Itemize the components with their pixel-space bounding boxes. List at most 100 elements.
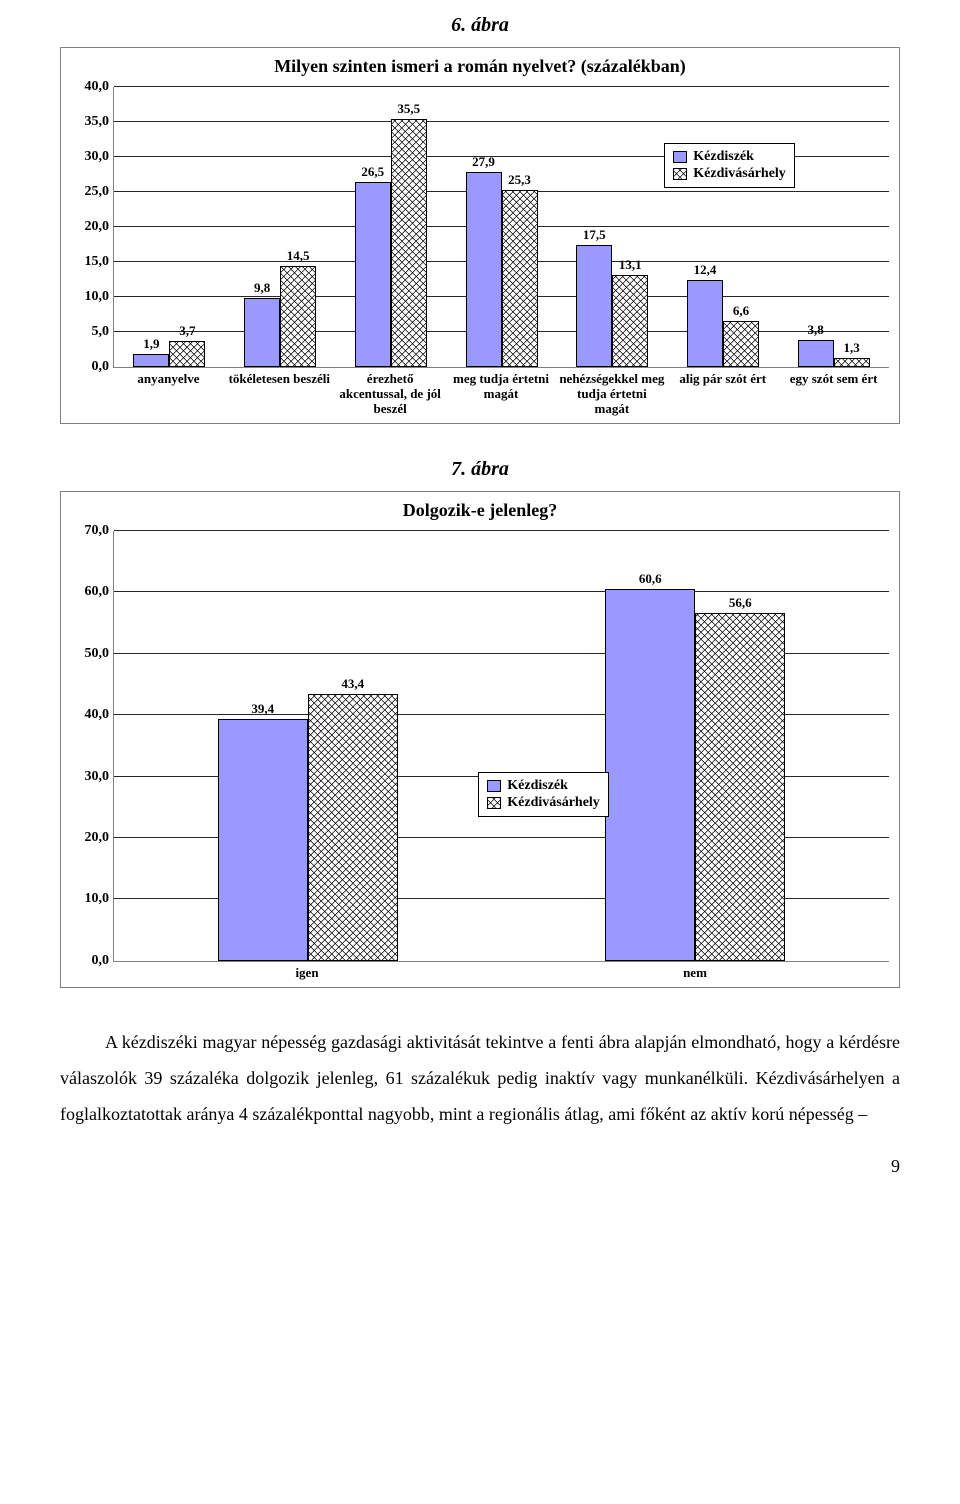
bar-value-label: 6,6 — [733, 303, 749, 319]
figure6-chart: Milyen szinten ismeri a román nyelvet? (… — [60, 47, 900, 424]
bar-group: 27,925,3 — [446, 87, 557, 367]
y-tick-label: 15,0 — [85, 254, 110, 270]
plot-area: 39,4 43,4 60,6 56,6 KézdiszékKézdivásárhely — [113, 531, 889, 962]
bar — [687, 280, 723, 367]
bar-value-label: 3,8 — [808, 322, 824, 338]
figure6-caption: 6. ábra — [60, 14, 900, 37]
page: 6. ábra Milyen szinten ismeri a román ny… — [0, 0, 960, 1217]
bar-group: 60,6 56,6 — [502, 531, 890, 961]
bar-value-label: 9,8 — [254, 280, 270, 296]
bar-value-label: 60,6 — [639, 571, 662, 587]
plot-area: 1,9 3,7 9,8 14,5 26,5 35,5 27,925,3 17,5 13,1 12,… — [113, 87, 889, 368]
bar — [355, 182, 391, 368]
legend-swatch — [487, 797, 501, 809]
x-tick-label: nehézségekkel meg tudja értetni magát — [556, 368, 667, 417]
chart-title: Dolgozik-e jelenleg? — [71, 500, 889, 521]
bar-group: 9,8 14,5 — [225, 87, 336, 367]
legend-row: Kézdivásárhely — [673, 166, 786, 182]
y-tick-label: 25,0 — [85, 184, 110, 200]
bar-wrap: 13,1 — [612, 87, 648, 367]
bar-value-label: 17,5 — [583, 227, 606, 243]
legend-row: Kézdiszék — [673, 149, 786, 165]
y-tick-label: 30,0 — [85, 769, 110, 785]
bar-value-label: 13,1 — [619, 257, 642, 273]
legend-label: Kézdivásárhely — [507, 795, 600, 811]
bar-wrap: 12,4 — [687, 87, 723, 367]
page-number: 9 — [60, 1156, 900, 1177]
bar-value-label: 1,3 — [844, 340, 860, 356]
y-axis: 0,05,010,015,020,025,030,035,040,0 — [71, 87, 113, 367]
bar-wrap: 3,7 — [169, 87, 205, 367]
legend-label: Kézdiszék — [693, 149, 754, 165]
bar-value-label: 1,9 — [143, 336, 159, 352]
bar-value-label: 39,4 — [251, 701, 274, 717]
bar-groups: 39,4 43,4 60,6 56,6 — [114, 531, 889, 961]
bar-wrap: 26,5 — [355, 87, 391, 367]
x-tick-label: egy szót sem ért — [778, 368, 889, 417]
bar — [169, 341, 205, 367]
bar-value-label: 43,4 — [341, 676, 364, 692]
bar-group: 12,4 6,6 — [668, 87, 779, 367]
y-tick-label: 20,0 — [85, 219, 110, 235]
bar-wrap: 3,8 — [798, 87, 834, 367]
bar-value-label: 3,7 — [179, 323, 195, 339]
bar — [612, 275, 648, 367]
plot-row: 0,05,010,015,020,025,030,035,040,01,93,7… — [71, 87, 889, 368]
y-tick-label: 5,0 — [92, 324, 110, 340]
y-tick-label: 0,0 — [92, 359, 110, 375]
legend-row: Kézdiszék — [487, 778, 600, 794]
bar-groups: 1,9 3,7 9,8 14,5 26,5 35,5 27,925,3 17,5 13,1 12,… — [114, 87, 889, 367]
bar-wrap: 27,9 — [466, 87, 502, 367]
x-tick-label: nem — [501, 962, 889, 981]
y-tick-label: 20,0 — [85, 830, 110, 846]
y-tick-label: 30,0 — [85, 149, 110, 165]
bar-wrap: 56,6 — [695, 531, 785, 961]
bar — [834, 358, 870, 367]
bar — [244, 298, 280, 367]
y-tick-label: 10,0 — [85, 891, 110, 907]
legend: KézdiszékKézdivásárhely — [664, 143, 795, 188]
bar — [798, 340, 834, 367]
bar-value-label: 27,9 — [472, 154, 495, 170]
x-tick-label: tökéletesen beszéli — [224, 368, 335, 417]
bar-value-label: 56,6 — [729, 595, 752, 611]
y-tick-label: 40,0 — [85, 707, 110, 723]
bar — [576, 245, 612, 368]
y-tick-label: 70,0 — [85, 523, 110, 539]
legend-swatch — [673, 151, 687, 163]
x-tick-label: meg tudja értetni magát — [446, 368, 557, 417]
bar-value-label: 35,5 — [397, 101, 420, 117]
y-tick-label: 60,0 — [85, 584, 110, 600]
y-tick-label: 50,0 — [85, 646, 110, 662]
bar — [723, 321, 759, 367]
bar-wrap: 60,6 — [605, 531, 695, 961]
bar-value-label: 14,5 — [287, 248, 310, 264]
bar-wrap: 17,5 — [576, 87, 612, 367]
bar-group: 3,8 1,3 — [778, 87, 889, 367]
bar-group: 39,4 43,4 — [114, 531, 502, 961]
bar-value-label: 12,4 — [694, 262, 717, 278]
legend-swatch — [673, 168, 687, 180]
bar — [695, 613, 785, 961]
x-axis: anyanyelvetökéletesen beszéliérezhető ak… — [113, 368, 889, 417]
legend: KézdiszékKézdivásárhely — [478, 772, 609, 817]
bar — [280, 266, 316, 368]
legend-label: Kézdiszék — [507, 778, 568, 794]
bar — [218, 719, 308, 961]
bar-wrap: 6,6 — [723, 87, 759, 367]
plot-row: 0,010,020,030,040,050,060,070,039,443,46… — [71, 531, 889, 962]
y-axis: 0,010,020,030,040,050,060,070,0 — [71, 531, 113, 961]
bar — [502, 190, 538, 367]
body-paragraph: A kézdiszéki magyar népesség gazdasági a… — [60, 1024, 900, 1132]
bar — [605, 589, 695, 961]
x-tick-label: anyanyelve — [113, 368, 224, 417]
bar-group: 17,5 13,1 — [557, 87, 668, 367]
x-tick-label: alig pár szót ért — [667, 368, 778, 417]
legend-swatch — [487, 780, 501, 792]
bar — [308, 694, 398, 961]
x-tick-label: igen — [113, 962, 501, 981]
legend-row: Kézdivásárhely — [487, 795, 600, 811]
x-tick-label: érezhető akcentussal, de jól beszél — [335, 368, 446, 417]
bar-group: 1,9 3,7 — [114, 87, 225, 367]
bar — [391, 119, 427, 368]
